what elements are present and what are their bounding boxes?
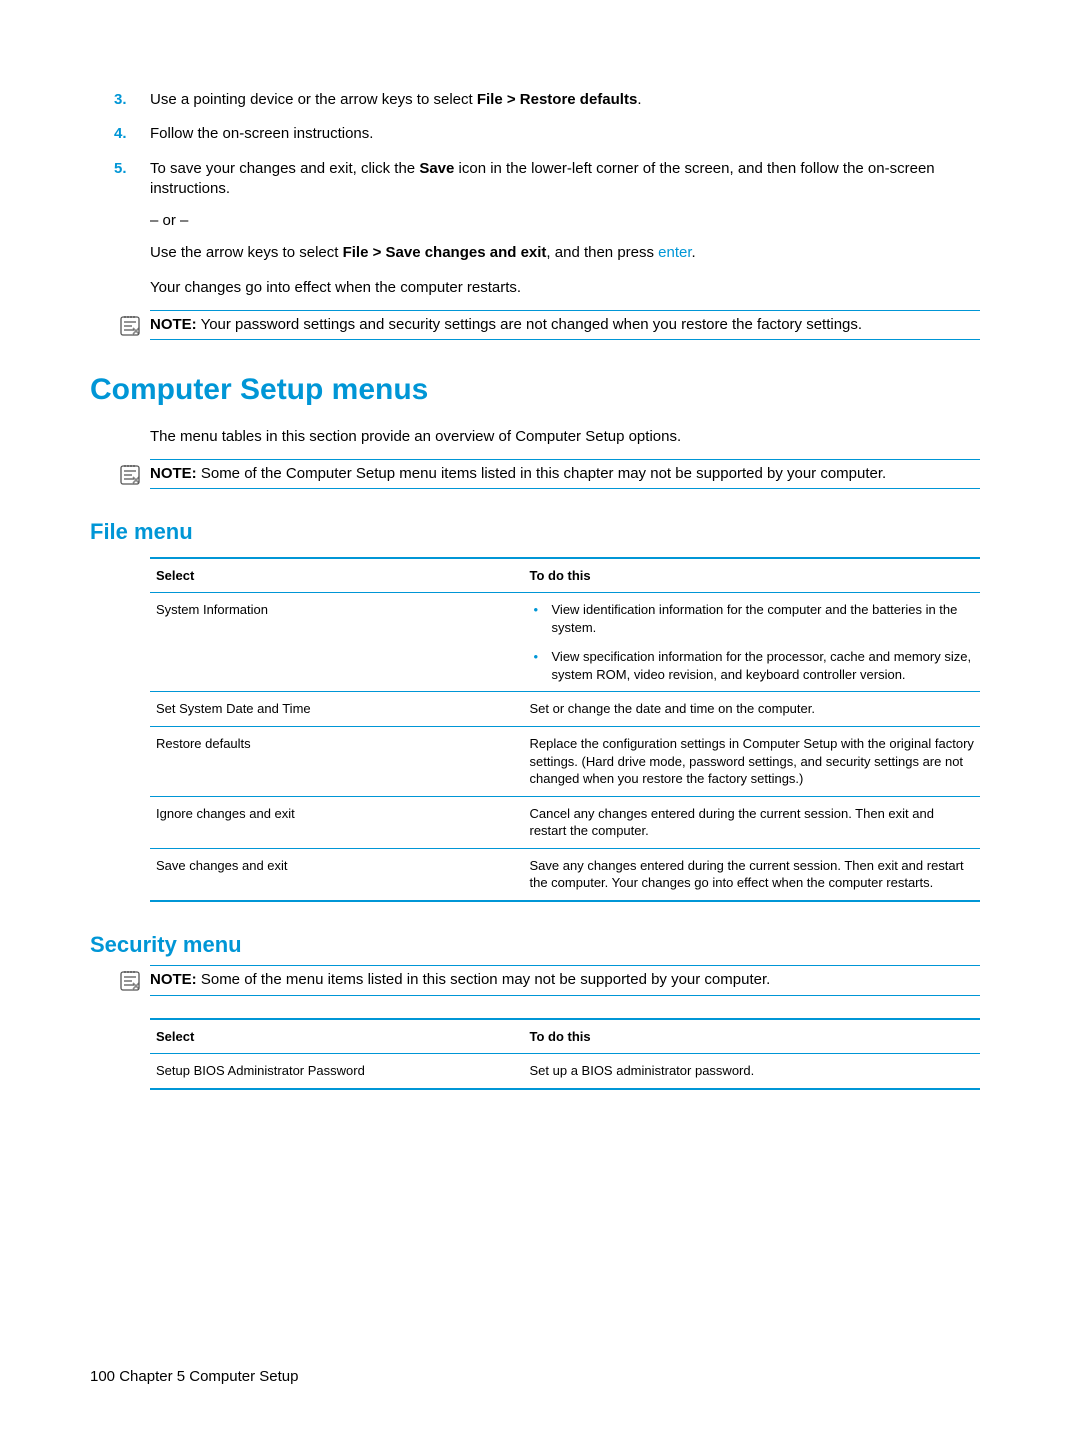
note-icon (118, 314, 142, 338)
table-row: Ignore changes and exit Cancel any chang… (150, 796, 980, 848)
step-text: Use a pointing device or the arrow keys … (150, 91, 641, 108)
note-label: NOTE: (150, 316, 197, 333)
security-menu-table: Select To do this Setup BIOS Administrat… (150, 1018, 980, 1090)
step-5: 5. To save your changes and exit, click … (150, 159, 980, 264)
heading-computer-setup-menus: Computer Setup menus (90, 370, 980, 411)
chapter-label: Chapter 5 Computer Setup (119, 1368, 298, 1385)
cell-select: Set System Date and Time (150, 692, 524, 727)
step-number: 3. (114, 90, 127, 110)
step-number: 4. (114, 124, 127, 144)
page-number: 100 (90, 1368, 115, 1385)
table-header-row: Select To do this (150, 558, 980, 593)
note-icon (118, 969, 142, 993)
cell-select: System Information (150, 593, 524, 692)
cell-select: Ignore changes and exit (150, 796, 524, 848)
cell-select: Save changes and exit (150, 848, 524, 901)
cell-do: Set up a BIOS administrator password. (524, 1054, 981, 1089)
heading-security-menu: Security menu (90, 930, 980, 960)
col-select-header: Select (150, 1019, 524, 1054)
note-text: Your password settings and security sett… (201, 316, 863, 333)
heading-file-menu: File menu (90, 517, 980, 547)
intro-paragraph: The menu tables in this section provide … (90, 427, 980, 447)
cell-do: Save any changes entered during the curr… (524, 848, 981, 901)
step-or: – or – (150, 211, 980, 231)
instruction-list: 3. Use a pointing device or the arrow ke… (90, 90, 980, 264)
col-do-header: To do this (524, 558, 981, 593)
step-text: Follow the on-screen instructions. (150, 125, 373, 142)
file-menu-table: Select To do this System Information Vie… (150, 557, 980, 902)
cell-do: Set or change the date and time on the c… (524, 692, 981, 727)
step-number: 5. (114, 159, 127, 179)
step-text: To save your changes and exit, click the… (150, 160, 935, 197)
bullet-item: View specification information for the p… (530, 648, 975, 683)
col-select-header: Select (150, 558, 524, 593)
bullet-list: View identification information for the … (530, 601, 975, 683)
table-header-row: Select To do this (150, 1019, 980, 1054)
table-row: Save changes and exit Save any changes e… (150, 848, 980, 901)
cell-do: View identification information for the … (524, 593, 981, 692)
step-4: 4. Follow the on-screen instructions. (150, 124, 980, 144)
note-label: NOTE: (150, 465, 197, 482)
effect-paragraph: Your changes go into effect when the com… (90, 278, 980, 298)
cell-select: Restore defaults (150, 726, 524, 796)
col-do-header: To do this (524, 1019, 981, 1054)
step-alt: Use the arrow keys to select File > Save… (150, 243, 980, 263)
table-row: System Information View identification i… (150, 593, 980, 692)
table-row: Restore defaults Replace the configurati… (150, 726, 980, 796)
cell-do: Replace the configuration settings in Co… (524, 726, 981, 796)
note-text: Some of the Computer Setup menu items li… (201, 465, 886, 482)
note-text: Some of the menu items listed in this se… (201, 971, 770, 988)
step-3: 3. Use a pointing device or the arrow ke… (150, 90, 980, 110)
table-row: Set System Date and Time Set or change t… (150, 692, 980, 727)
note-icon (118, 463, 142, 487)
note-restore-defaults: NOTE: Your password settings and securit… (150, 310, 980, 340)
cell-select: Setup BIOS Administrator Password (150, 1054, 524, 1089)
note-security-support: NOTE: Some of the menu items listed in t… (150, 965, 980, 995)
cell-do: Cancel any changes entered during the cu… (524, 796, 981, 848)
page-footer: 100 Chapter 5 Computer Setup (90, 1367, 298, 1387)
table-row: Setup BIOS Administrator Password Set up… (150, 1054, 980, 1089)
bullet-item: View identification information for the … (530, 601, 975, 636)
note-menu-support: NOTE: Some of the Computer Setup menu it… (150, 459, 980, 489)
note-label: NOTE: (150, 971, 197, 988)
